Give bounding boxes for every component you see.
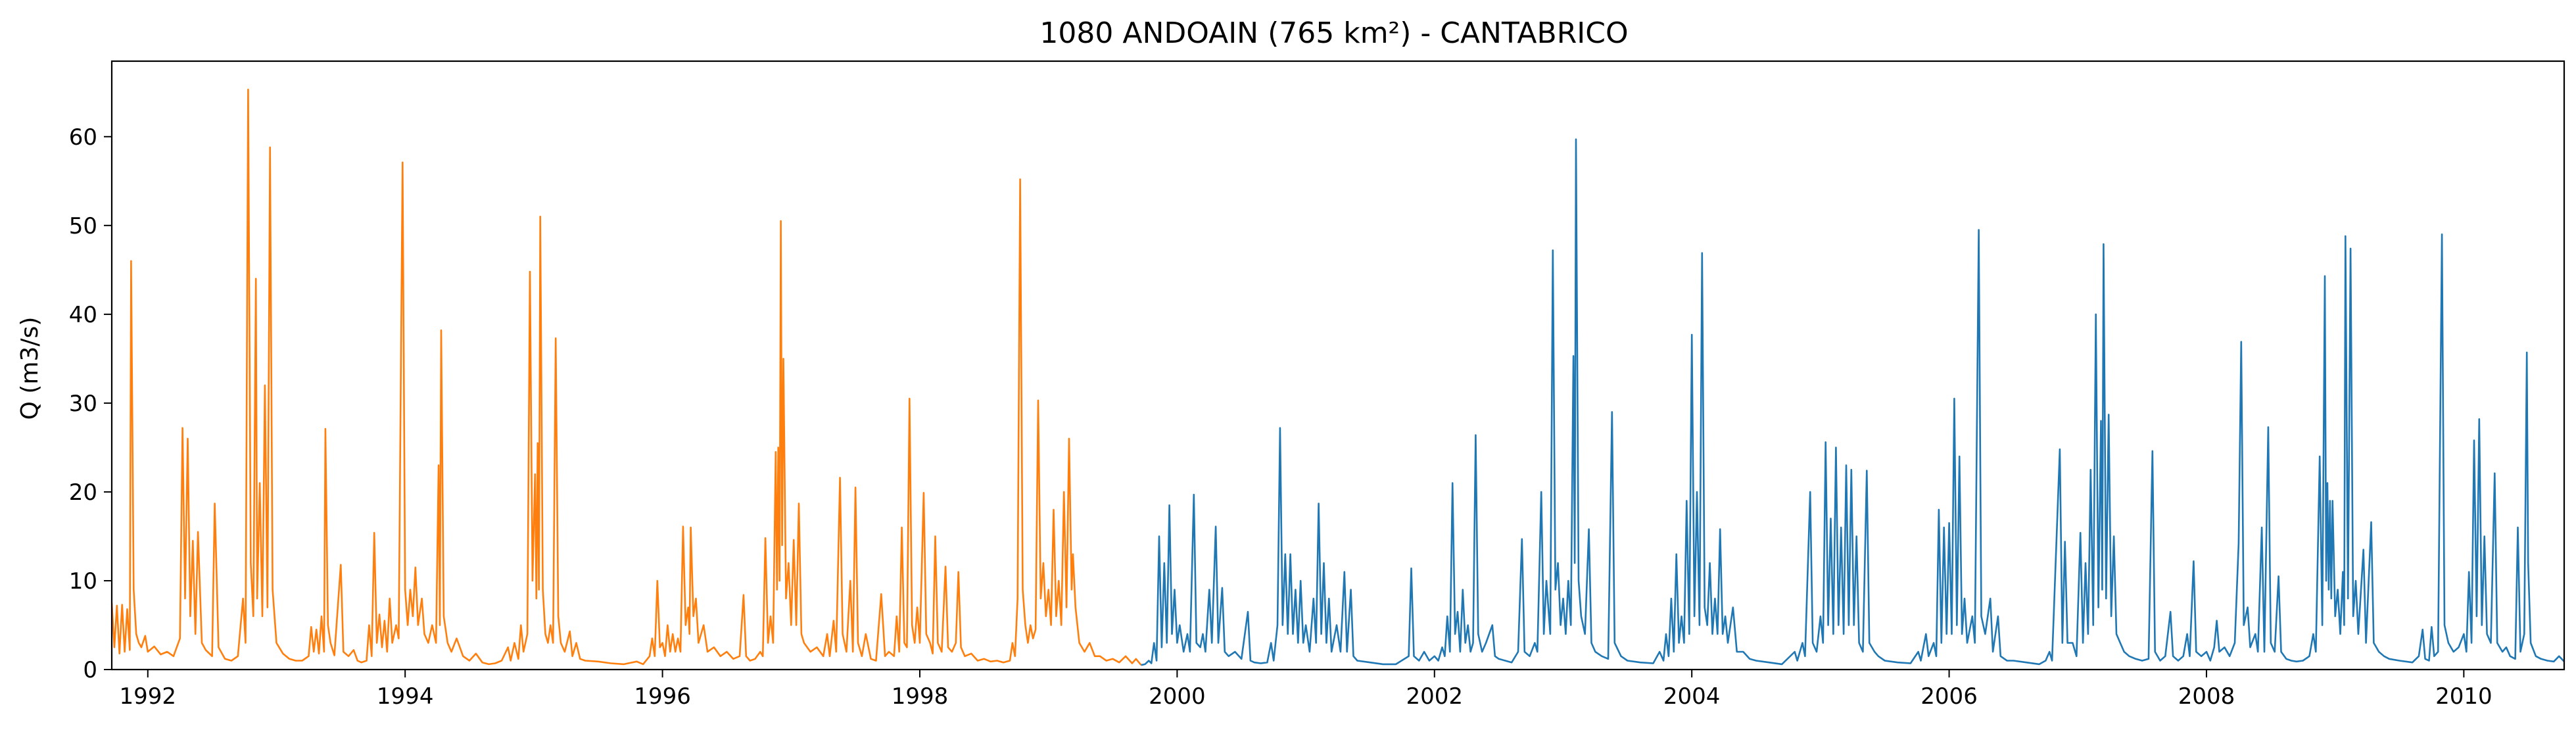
- y-tick-label: 10: [69, 568, 97, 595]
- y-tick-label: 50: [69, 213, 97, 239]
- x-tick-label: 1994: [377, 683, 434, 710]
- y-tick-label: 30: [69, 391, 97, 417]
- y-axis-title: Q (m3/s): [16, 317, 43, 420]
- series-line-1: [112, 88, 1142, 666]
- x-tick-label: 2008: [2178, 683, 2235, 710]
- x-tick-label: 1998: [892, 683, 949, 710]
- x-tick-label: 1992: [120, 683, 177, 710]
- x-tick-label: 2006: [1920, 683, 1978, 710]
- x-tick-label: 2004: [1663, 683, 1721, 710]
- x-tick-label: 1996: [634, 683, 691, 710]
- x-axis-ticks: 1992 1994 1996 1998 2000 2002 2004 2006 2008 2010: [120, 670, 2493, 710]
- y-tick-label: 0: [83, 657, 97, 683]
- x-tick-label: 2002: [1406, 683, 1464, 710]
- series-line-2: [1141, 138, 2564, 666]
- x-tick-label: 2000: [1149, 683, 1206, 710]
- y-tick-label: 20: [69, 479, 97, 506]
- x-tick-label: 2010: [2435, 683, 2493, 710]
- plot-frame: [110, 60, 2565, 671]
- chart-title: 1080 ANDOAIN (765 km²) - CANTABRICO: [1039, 16, 1628, 50]
- y-tick-label: 40: [69, 302, 97, 328]
- y-tick-label: 60: [69, 124, 97, 151]
- y-axis-ticks: 0 10 20 30 40 50 60: [69, 124, 112, 683]
- series-layer: [112, 88, 2564, 666]
